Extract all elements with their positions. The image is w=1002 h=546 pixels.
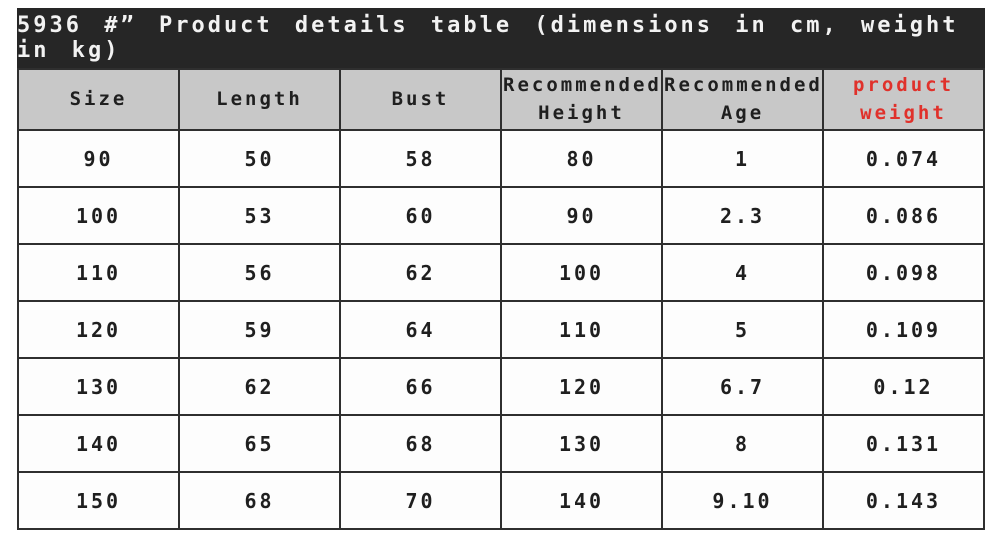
product-details-table: Size Length Bust Recommended Height Reco…: [17, 68, 985, 530]
column-header-recommended-height: Recommended Height: [500, 68, 663, 131]
cell-recommended-height: 90: [500, 186, 663, 245]
cell-recommended-age: 4: [661, 243, 824, 302]
cell-bust: 60: [339, 186, 502, 245]
cell-bust: 66: [339, 357, 502, 416]
cell-bust: 68: [339, 414, 502, 473]
cell-bust: 70: [339, 471, 502, 530]
cell-recommended-age: 2.3: [661, 186, 824, 245]
cell-length: 62: [178, 357, 341, 416]
column-header-length: Length: [178, 68, 341, 131]
header-row: Size Length Bust Recommended Height Reco…: [17, 68, 985, 131]
table-row: 100 53 60 90 2.3 0.086: [17, 186, 985, 245]
cell-length: 53: [178, 186, 341, 245]
column-header-product-weight: product weight: [822, 68, 985, 131]
cell-recommended-age: 6.7: [661, 357, 824, 416]
cell-product-weight: 0.098: [822, 243, 985, 302]
cell-product-weight: 0.109: [822, 300, 985, 359]
cell-size: 140: [17, 414, 180, 473]
product-details-sheet: 5936 #” Product details table (dimension…: [17, 8, 985, 530]
cell-recommended-height: 140: [500, 471, 663, 530]
cell-size: 150: [17, 471, 180, 530]
table-row: 140 65 68 130 8 0.131: [17, 414, 985, 473]
cell-size: 90: [17, 129, 180, 188]
table-row: 120 59 64 110 5 0.109: [17, 300, 985, 359]
column-header-size: Size: [17, 68, 180, 131]
cell-size: 130: [17, 357, 180, 416]
table-row: 130 62 66 120 6.7 0.12: [17, 357, 985, 416]
table-row: 90 50 58 80 1 0.074: [17, 129, 985, 188]
table-row: 110 56 62 100 4 0.098: [17, 243, 985, 302]
cell-length: 59: [178, 300, 341, 359]
column-header-bust: Bust: [339, 68, 502, 131]
cell-product-weight: 0.143: [822, 471, 985, 530]
cell-recommended-height: 110: [500, 300, 663, 359]
cell-bust: 58: [339, 129, 502, 188]
cell-recommended-height: 100: [500, 243, 663, 302]
cell-product-weight: 0.12: [822, 357, 985, 416]
page-title: 5936 #” Product details table (dimension…: [17, 13, 959, 63]
cell-product-weight: 0.074: [822, 129, 985, 188]
cell-recommended-age: 8: [661, 414, 824, 473]
cell-bust: 62: [339, 243, 502, 302]
cell-size: 100: [17, 186, 180, 245]
cell-bust: 64: [339, 300, 502, 359]
cell-length: 68: [178, 471, 341, 530]
cell-length: 56: [178, 243, 341, 302]
cell-recommended-height: 120: [500, 357, 663, 416]
cell-length: 65: [178, 414, 341, 473]
cell-size: 110: [17, 243, 180, 302]
cell-recommended-height: 130: [500, 414, 663, 473]
cell-recommended-age: 9.10: [661, 471, 824, 530]
cell-recommended-age: 1: [661, 129, 824, 188]
title-bar: 5936 #” Product details table (dimension…: [17, 8, 985, 68]
cell-size: 120: [17, 300, 180, 359]
cell-product-weight: 0.086: [822, 186, 985, 245]
cell-product-weight: 0.131: [822, 414, 985, 473]
cell-recommended-height: 80: [500, 129, 663, 188]
cell-length: 50: [178, 129, 341, 188]
cell-recommended-age: 5: [661, 300, 824, 359]
table-row: 150 68 70 140 9.10 0.143: [17, 471, 985, 530]
column-header-recommended-age: Recommended Age: [661, 68, 824, 131]
